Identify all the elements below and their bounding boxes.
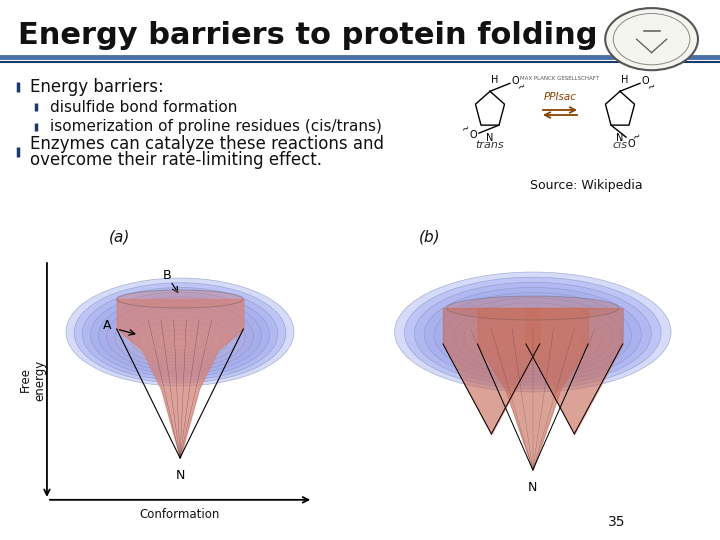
Ellipse shape [446, 296, 619, 320]
Text: (b): (b) [419, 230, 441, 245]
Ellipse shape [156, 330, 204, 353]
Text: N: N [528, 481, 538, 494]
Text: A: A [103, 320, 112, 333]
Text: trans: trans [476, 140, 504, 150]
Ellipse shape [114, 306, 246, 368]
Text: O: O [512, 76, 520, 86]
Text: Conformation: Conformation [140, 508, 220, 521]
Ellipse shape [74, 283, 286, 383]
Text: N: N [486, 133, 494, 143]
Circle shape [606, 8, 698, 70]
Ellipse shape [483, 318, 582, 361]
Ellipse shape [434, 293, 631, 378]
Text: disulfide bond formation: disulfide bond formation [50, 99, 238, 114]
Text: Free
energy: Free energy [19, 359, 47, 401]
Ellipse shape [513, 334, 552, 351]
Ellipse shape [464, 308, 602, 368]
Text: ~: ~ [516, 81, 528, 93]
Ellipse shape [395, 272, 671, 392]
Text: O: O [627, 139, 634, 149]
Ellipse shape [503, 328, 562, 354]
Text: B: B [163, 268, 171, 281]
Ellipse shape [131, 316, 229, 362]
Text: PPIsac: PPIsac [544, 92, 577, 102]
Text: N: N [616, 133, 624, 143]
Text: overcome their rate-limiting effect.: overcome their rate-limiting effect. [30, 151, 322, 169]
Ellipse shape [454, 303, 612, 372]
Ellipse shape [523, 339, 543, 347]
Text: cis: cis [613, 140, 628, 150]
Text: (a): (a) [109, 230, 131, 245]
Text: O: O [469, 130, 477, 140]
Ellipse shape [444, 298, 621, 375]
Text: ~: ~ [631, 131, 643, 144]
Ellipse shape [414, 282, 652, 385]
Text: isomerization of proline residues (cis/trans): isomerization of proline residues (cis/t… [50, 119, 382, 134]
Ellipse shape [405, 277, 661, 388]
Text: H: H [621, 75, 629, 85]
Ellipse shape [107, 302, 253, 371]
Text: MAX PLANCK GESELLSCHAFT: MAX PLANCK GESELLSCHAFT [521, 76, 600, 80]
Ellipse shape [424, 287, 642, 382]
Text: Source: Wikipedia: Source: Wikipedia [530, 179, 643, 192]
Text: Enzymes can catalyze these reactions and: Enzymes can catalyze these reactions and [30, 135, 384, 153]
Ellipse shape [99, 297, 261, 374]
Ellipse shape [493, 323, 572, 357]
Text: N: N [175, 469, 185, 482]
Ellipse shape [163, 335, 197, 350]
Ellipse shape [123, 311, 237, 365]
Text: ~: ~ [646, 81, 658, 93]
Text: 35: 35 [608, 515, 626, 529]
Ellipse shape [172, 339, 188, 347]
Ellipse shape [91, 292, 269, 377]
Ellipse shape [474, 313, 592, 365]
Ellipse shape [117, 290, 243, 308]
Ellipse shape [139, 320, 221, 359]
Ellipse shape [82, 287, 278, 380]
Ellipse shape [66, 278, 294, 386]
Text: ~: ~ [461, 123, 473, 136]
Text: Energy barriers to protein folding: Energy barriers to protein folding [18, 21, 598, 50]
Text: Energy barriers:: Energy barriers: [30, 78, 163, 96]
Text: H: H [491, 75, 499, 85]
Text: O: O [642, 76, 649, 86]
Ellipse shape [148, 325, 212, 356]
